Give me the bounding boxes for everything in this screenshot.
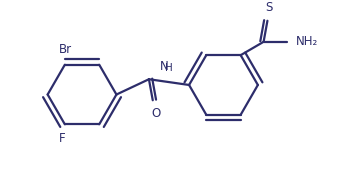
Text: S: S [266,1,273,14]
Text: N: N [160,60,169,73]
Text: NH₂: NH₂ [296,35,318,48]
Text: Br: Br [59,43,72,56]
Text: O: O [151,107,160,120]
Text: H: H [165,63,173,73]
Text: F: F [59,132,65,145]
